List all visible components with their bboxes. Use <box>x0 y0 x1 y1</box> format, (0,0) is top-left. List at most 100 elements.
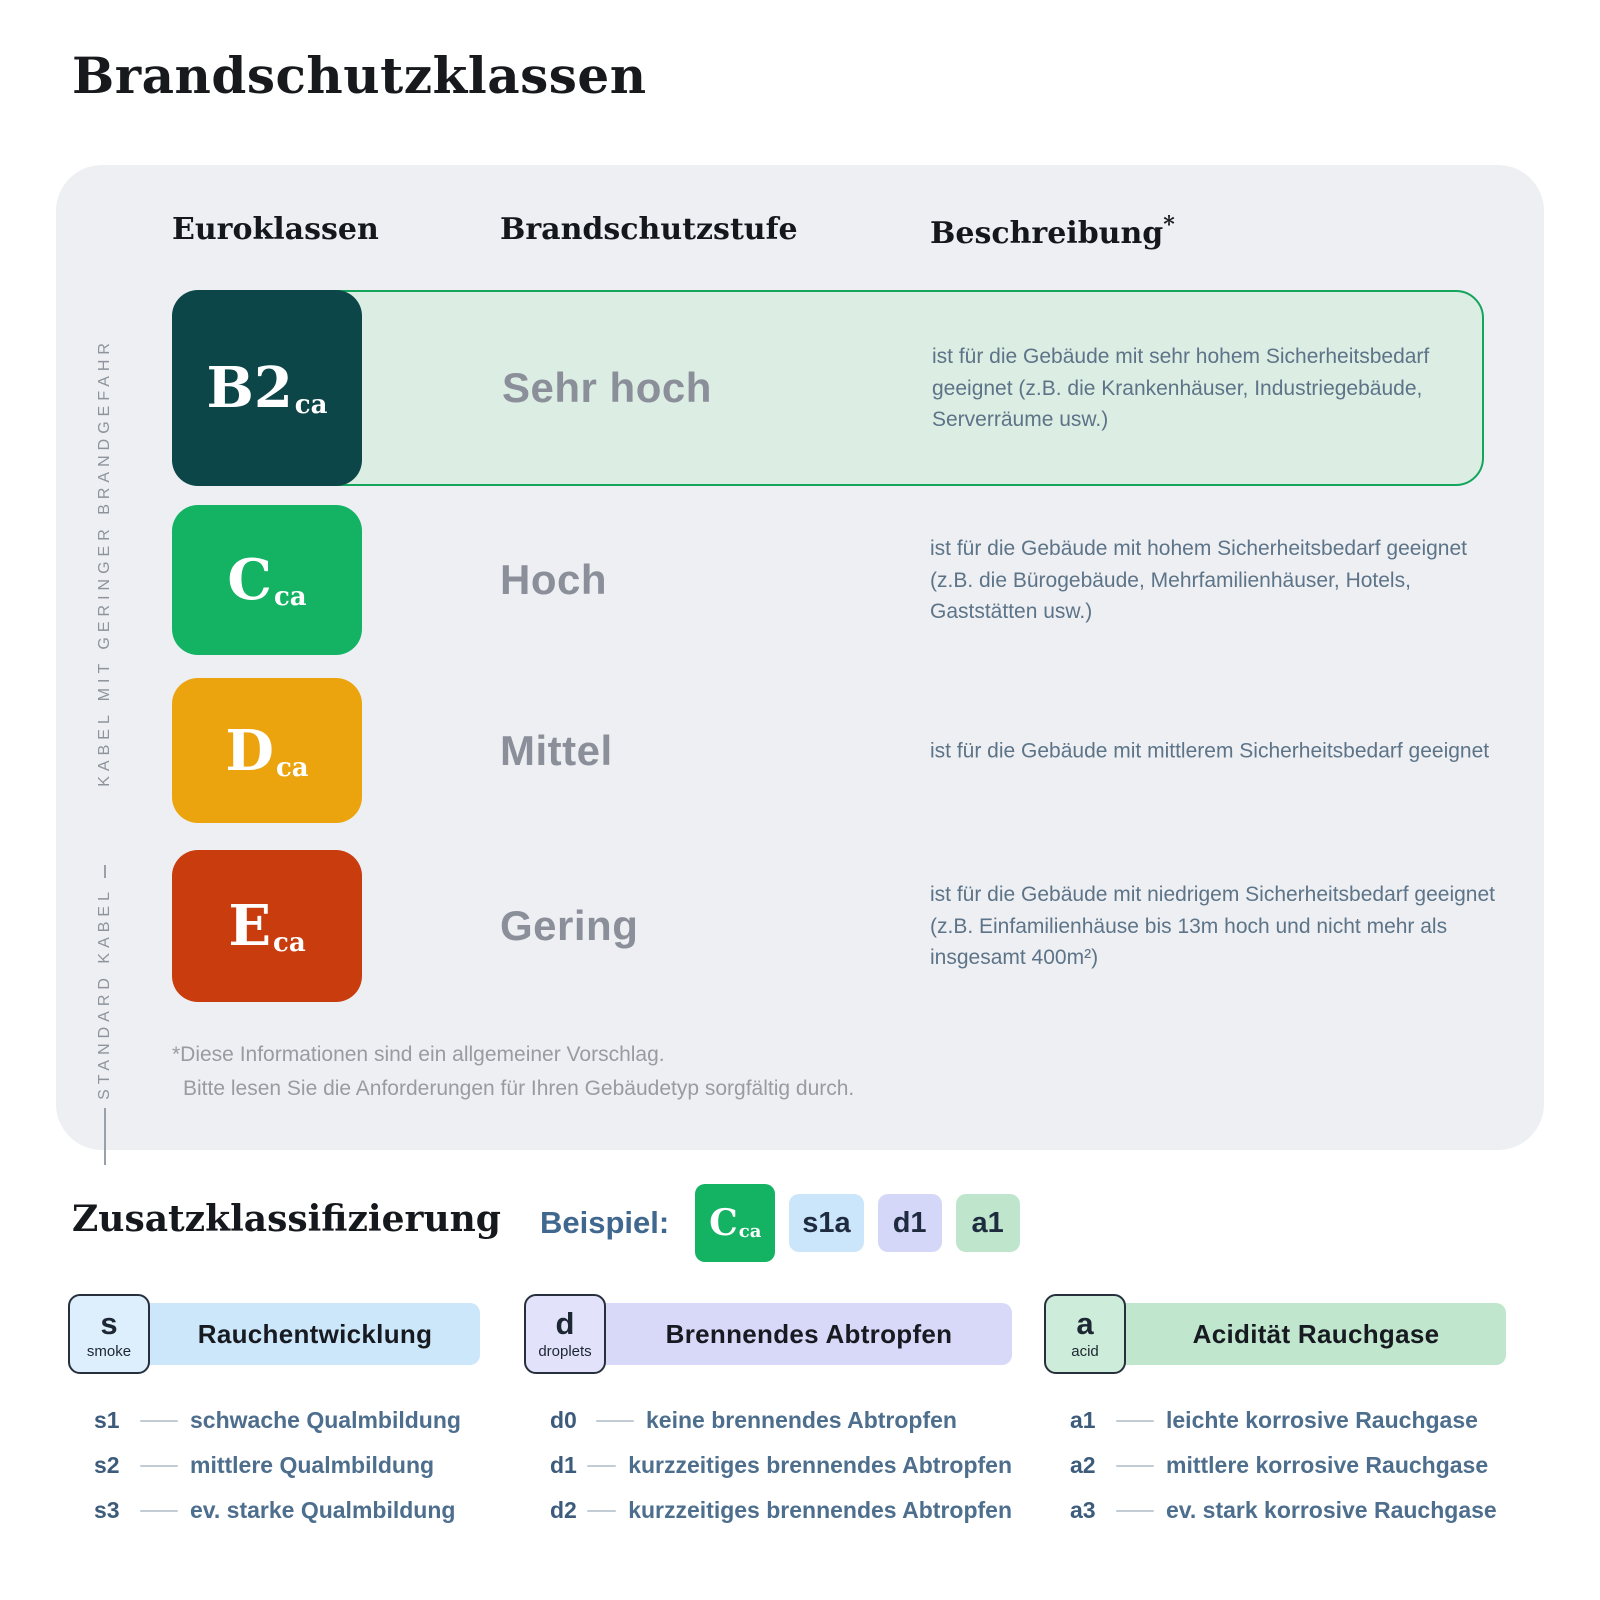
row-description: ist für die Gebäude mit mittlerem Sicher… <box>930 738 1490 762</box>
item-text: mittlere korrosive Rauchgase <box>1166 1452 1489 1478</box>
protection-level: Sehr hoch <box>502 364 712 411</box>
euroclass-row-cca: C ca Hoch ist für die Gebäude mit hohem … <box>172 505 1484 655</box>
legend-header-smoke: s smoke Rauchentwicklung <box>68 1294 480 1374</box>
legend-items-acid: a1 leichte korrosive Rauchgase a2 mittle… <box>1044 1398 1506 1533</box>
column-header-euroklassen: Euroklassen <box>172 212 379 247</box>
protection-level: Hoch <box>500 556 607 603</box>
legend-column-smoke: s smoke Rauchentwicklung s1 schwache Qua… <box>68 1294 480 1533</box>
protection-level: Gering <box>500 902 639 949</box>
euroclass-row-b2ca: B2 ca Sehr hoch ist für die Gebäude mit … <box>172 290 1484 486</box>
chip-subtext: ca <box>738 1220 762 1242</box>
example-chip-a1: a1 <box>955 1194 1020 1252</box>
section-title-zusatzklassifizierung: Zusatzklassifizierung <box>72 1198 501 1240</box>
badge-sublabel: ca <box>275 752 309 783</box>
legend-header-title: Brennendes Abtropfen <box>588 1303 1012 1365</box>
item-text: ev. stark korrosive Rauchgase <box>1166 1497 1497 1523</box>
badge-caption: droplets <box>538 1343 592 1360</box>
legend-items-droplets: d0 keine brennendes Abtropfen d1 kurzzei… <box>524 1398 1012 1533</box>
row-description: ist für die Gebäude mit sehr hohem Siche… <box>932 344 1430 431</box>
row-description: ist für die Gebäude mit hohem Sicherheit… <box>930 536 1467 623</box>
badge-label: B2 <box>206 355 293 421</box>
badge-letter: a <box>1076 1306 1094 1341</box>
badge-sublabel: ca <box>294 390 328 420</box>
item-code: s1 <box>94 1407 120 1433</box>
list-item: s2 mittlere Qualmbildung <box>94 1443 480 1488</box>
column-header-brandschutzstufe: Brandschutzstufe <box>500 212 798 247</box>
item-dash <box>596 1419 634 1422</box>
item-code: d1 <box>550 1452 577 1478</box>
list-item: s3 ev. starke Qualmbildung <box>94 1488 480 1533</box>
side-label-standard-cable: STANDARD KABEL <box>84 865 126 1165</box>
item-code: d2 <box>550 1497 577 1523</box>
protection-level: Mittel <box>500 726 613 774</box>
item-dash <box>587 1509 617 1512</box>
legend-header-droplets: d droplets Brennendes Abtropfen <box>524 1294 1012 1374</box>
side-label-low-fire-hazard-text: KABEL MIT GERINGER BRANDGEFAHR <box>96 338 113 787</box>
item-dash <box>140 1419 178 1422</box>
smoke-icon: s smoke <box>68 1294 150 1374</box>
footnote: *Diese Informationen sind ein allgemeine… <box>172 1038 854 1105</box>
euroclass-panel: Euroklassen Brandschutzstufe Beschreibun… <box>56 165 1544 1165</box>
item-code: d0 <box>550 1407 577 1433</box>
chip-text: C <box>709 1202 738 1244</box>
example-chip-s1a: s1a <box>789 1194 864 1252</box>
euroclass-badge-b2ca: B2 ca <box>172 290 362 486</box>
item-dash <box>140 1464 178 1467</box>
euroclass-row-dca: D ca Mittel ist für die Gebäude mit mitt… <box>172 678 1489 823</box>
item-code: s3 <box>94 1497 120 1523</box>
legend-header-acid: a acid Acidität Rauchgase <box>1044 1294 1506 1374</box>
legend-column-acid: a acid Acidität Rauchgase a1 leichte kor… <box>1044 1294 1506 1533</box>
list-item: d1 kurzzeitiges brennendes Abtropfen <box>550 1443 1012 1488</box>
item-text: kurzzeitiges brennendes Abtropfen <box>628 1497 1012 1523</box>
footnote-line-1: *Diese Informationen sind ein allgemeine… <box>172 1043 665 1066</box>
item-code: a1 <box>1070 1407 1096 1433</box>
badge-label: D <box>225 717 274 784</box>
item-code: a3 <box>1070 1497 1096 1523</box>
item-code: s2 <box>94 1452 120 1478</box>
item-text: mittlere Qualmbildung <box>190 1452 435 1478</box>
badge-sublabel: ca <box>273 582 307 612</box>
badge-label: E <box>228 893 271 959</box>
legend-header-title: Acidität Rauchgase <box>1108 1303 1506 1365</box>
badge-caption: smoke <box>86 1343 132 1360</box>
side-label-standard-cable-text: STANDARD KABEL <box>96 886 113 1100</box>
legend-items-smoke: s1 schwache Qualmbildung s2 mittlere Qua… <box>68 1398 480 1533</box>
list-item: a2 mittlere korrosive Rauchgase <box>1070 1443 1506 1488</box>
acid-icon: a acid <box>1044 1294 1126 1374</box>
item-dash <box>587 1464 617 1467</box>
item-code: a2 <box>1070 1452 1096 1478</box>
badge-label: C <box>227 547 272 613</box>
badge-sublabel: ca <box>273 928 306 958</box>
example-chip-d1: d1 <box>877 1194 942 1252</box>
legend-column-droplets: d droplets Brennendes Abtropfen d0 keine… <box>524 1294 1012 1533</box>
euroclass-badge-cca: C ca <box>172 505 362 655</box>
footnote-line-2: Bitte lesen Sie die Anforderungen für Ih… <box>183 1076 855 1100</box>
euroclass-row-eca: E ca Gering ist für die Gebäude mit nied… <box>172 850 1495 1002</box>
item-dash <box>1116 1509 1154 1512</box>
item-text: keine brennendes Abtropfen <box>646 1407 957 1433</box>
item-text: schwache Qualmbildung <box>190 1407 461 1433</box>
side-label-tick <box>104 1108 106 1165</box>
item-dash <box>1116 1419 1154 1422</box>
droplets-icon: d droplets <box>524 1294 606 1374</box>
list-item: d2 kurzzeitiges brennendes Abtropfen <box>550 1488 1012 1533</box>
list-item: d0 keine brennendes Abtropfen <box>550 1398 1012 1443</box>
badge-letter: s <box>100 1306 118 1341</box>
item-text: leichte korrosive Rauchgase <box>1166 1407 1478 1433</box>
column-header-beschreibung-text: Beschreibung <box>930 216 1164 251</box>
legend-header-title: Rauchentwicklung <box>132 1303 480 1365</box>
badge-letter: d <box>555 1306 575 1341</box>
item-dash <box>1116 1464 1154 1467</box>
euroclass-badge-eca: E ca <box>172 850 362 1002</box>
badge-caption: acid <box>1071 1343 1099 1360</box>
column-header-beschreibung: Beschreibung* <box>930 212 1175 251</box>
footnote-asterisk: * <box>1163 212 1175 238</box>
side-label-tick <box>104 865 106 878</box>
item-dash <box>140 1509 178 1512</box>
page-title: Brandschutzklassen <box>72 46 647 105</box>
list-item: s1 schwache Qualmbildung <box>94 1398 480 1443</box>
row-description: ist für die Gebäude mit niedrigem Sicher… <box>930 882 1495 969</box>
item-text: kurzzeitiges brennendes Abtropfen <box>628 1452 1012 1478</box>
